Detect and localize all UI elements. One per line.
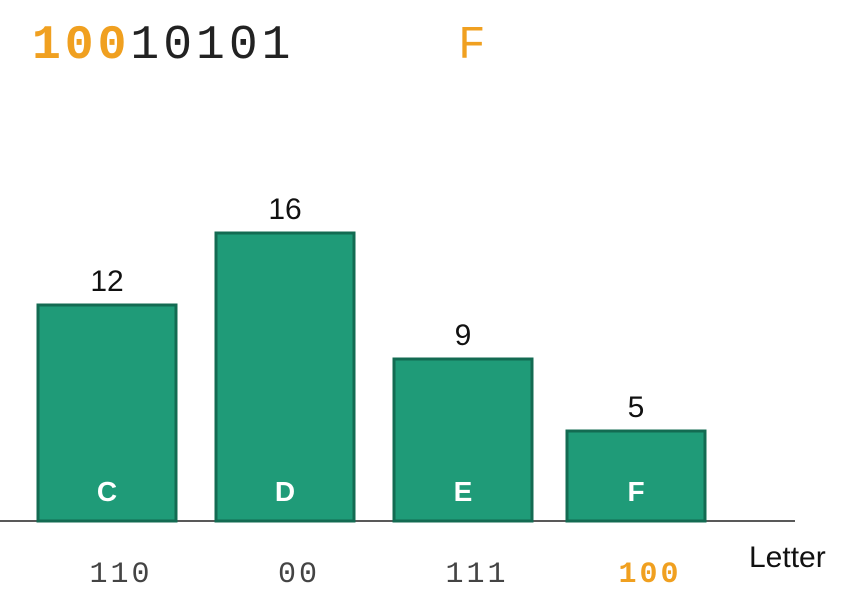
category-label-e: E (454, 476, 473, 507)
bar-d (214, 231, 356, 523)
category-label-d: D (275, 476, 295, 507)
code-label-f: 100 (618, 558, 681, 592)
category-label-f: F (627, 476, 644, 507)
value-label-f: 5 (628, 391, 645, 424)
bar-f (565, 429, 707, 523)
value-label-c: 12 (90, 265, 123, 298)
value-label-d: 16 (268, 193, 301, 226)
bar-e (392, 357, 534, 523)
x-axis-title: Letter (749, 541, 826, 574)
bar-c (36, 303, 178, 523)
bars-group: 12 C 110 16 D 00 9 E 111 5 F 100 (36, 193, 707, 592)
category-label-c: C (97, 476, 117, 507)
code-label-e: 111 (445, 558, 508, 592)
bit-stream-matched: 100 (32, 19, 131, 73)
code-label-c: 110 (89, 558, 152, 592)
bit-stream: 100 10101 (32, 16, 294, 76)
bit-stream-remaining: 10101 (130, 19, 295, 73)
value-label-e: 9 (455, 319, 472, 352)
decoded-letter: F (458, 20, 486, 72)
code-label-d: 00 (278, 558, 320, 592)
